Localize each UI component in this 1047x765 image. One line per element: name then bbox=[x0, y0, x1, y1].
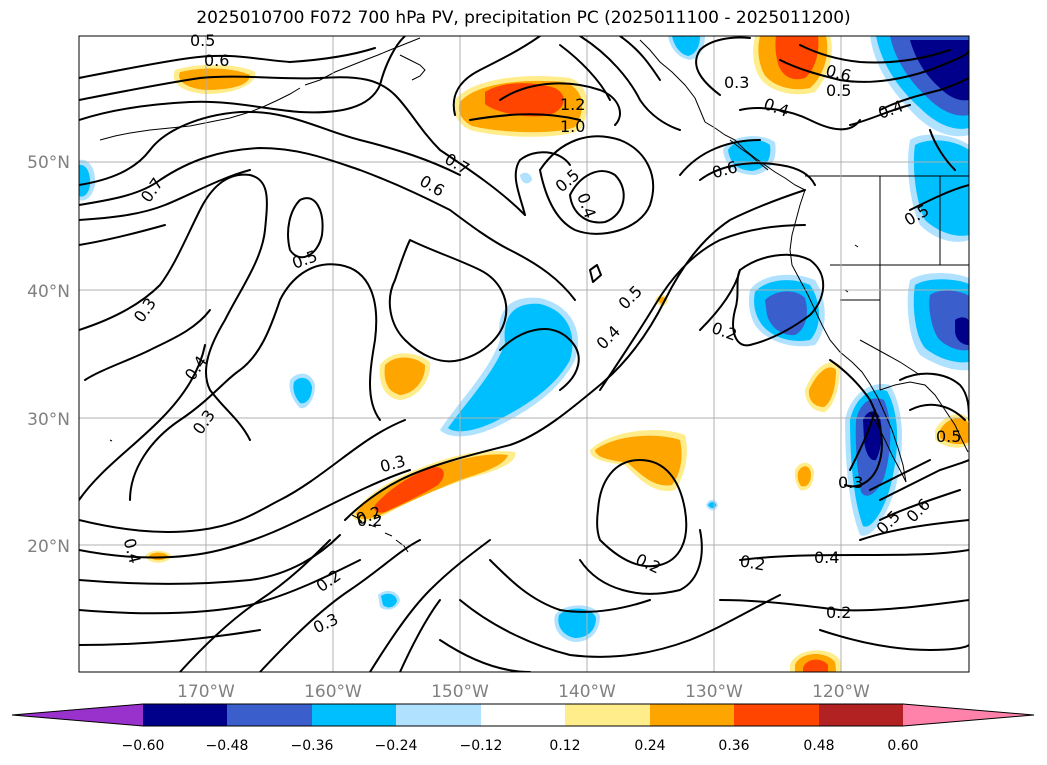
map-title: 2025010700 F072 700 hPa PV, precipitatio… bbox=[196, 8, 851, 28]
precip-anomaly-area bbox=[179, 68, 250, 90]
precip-anomaly-area bbox=[485, 83, 564, 117]
colorbar-segment bbox=[819, 704, 903, 726]
colorbar-tick-label: −0.24 bbox=[375, 738, 418, 754]
precip-anomaly-area bbox=[803, 659, 828, 672]
contour-label: 0.5 bbox=[190, 31, 215, 50]
precip-shading bbox=[79, 36, 969, 672]
colorbar-tick-label: 0.24 bbox=[634, 738, 665, 754]
lat-label: 20°N bbox=[27, 537, 70, 557]
colorbar-segment bbox=[227, 704, 312, 726]
graticule bbox=[79, 36, 969, 672]
contour-label: 0.3 bbox=[310, 609, 341, 637]
precip-anomaly-area bbox=[672, 36, 700, 56]
colorbar-segment bbox=[481, 704, 565, 726]
colorbar-tick-label: −0.12 bbox=[460, 738, 503, 754]
colorbar-segment bbox=[143, 704, 227, 726]
lon-label: 130°W bbox=[685, 682, 743, 702]
precip-anomaly-area bbox=[808, 367, 836, 407]
precip-anomaly-area bbox=[79, 164, 91, 197]
lon-label: 150°W bbox=[431, 682, 489, 702]
contour-label: 0.2 bbox=[826, 603, 851, 622]
colorbar-tick-labels: −0.60 −0.48 −0.36 −0.24 −0.12 0.12 0.24 … bbox=[122, 738, 919, 754]
contour-label: 0.3 bbox=[838, 473, 863, 492]
lat-label: 40°N bbox=[27, 282, 70, 302]
lat-label: 30°N bbox=[27, 410, 70, 430]
precip-anomaly-area bbox=[384, 357, 426, 395]
colorbar-tick-label: −0.36 bbox=[291, 738, 334, 754]
contour-label: 0.5 bbox=[936, 427, 961, 446]
colorbar-segment bbox=[312, 704, 396, 726]
colorbar-extend-low bbox=[12, 704, 143, 726]
contour-label: 0.4 bbox=[593, 322, 624, 353]
contour-label: 0.4 bbox=[814, 548, 839, 567]
colorbar-tick-label: 0.36 bbox=[718, 738, 749, 754]
latitude-labels: 50°N 40°N 30°N 20°N bbox=[27, 153, 70, 557]
contour-label: 0.2 bbox=[633, 550, 664, 578]
colorbar-segment bbox=[396, 704, 481, 726]
precip-anomaly-area bbox=[520, 172, 532, 184]
lon-label: 170°W bbox=[177, 682, 235, 702]
longitude-labels: 170°W 160°W 150°W 140°W 130°W 120°W bbox=[177, 682, 870, 702]
precip-anomaly-area bbox=[955, 317, 969, 345]
precip-anomaly-area bbox=[381, 593, 397, 608]
precip-anomaly-area bbox=[913, 140, 969, 236]
lat-label: 50°N bbox=[27, 153, 70, 173]
contour-label: 0.6 bbox=[903, 495, 934, 526]
colorbar-outline bbox=[11, 703, 1035, 727]
contour-label: 0.5 bbox=[826, 81, 851, 100]
precip-anomaly-area bbox=[448, 303, 573, 432]
colorbar-tick-label: 0.48 bbox=[803, 738, 834, 754]
contour-label: 0.2 bbox=[357, 511, 382, 530]
contour-label: 1.2 bbox=[560, 95, 585, 114]
colorbar-segment bbox=[565, 704, 650, 726]
precip-anomaly-area bbox=[374, 467, 444, 513]
colorbar-tick-label: −0.60 bbox=[122, 738, 165, 754]
contour-labels: 0.5 0.6 0.7 1.2 1.0 0.7 0.6 0.5 0.4 0.5 … bbox=[120, 31, 962, 637]
contour-label: 0.4 bbox=[761, 94, 791, 121]
coastlines bbox=[99, 37, 969, 553]
colorbar-tick-label: −0.48 bbox=[206, 738, 249, 754]
colorbar-segment bbox=[650, 704, 734, 726]
contour-label: 0.6 bbox=[204, 51, 229, 70]
contour-label: 0.3 bbox=[724, 73, 749, 92]
contour-label: 0.4 bbox=[120, 536, 145, 566]
map-frame bbox=[78, 35, 970, 673]
colorbar-segment bbox=[734, 704, 819, 726]
contour-label: 0.5 bbox=[615, 282, 646, 313]
lon-label: 140°W bbox=[558, 682, 616, 702]
colorbar-extend-high bbox=[903, 704, 1034, 726]
pv-contours bbox=[79, 36, 969, 672]
colorbar-tick-label: 0.12 bbox=[549, 738, 580, 754]
contour-label: 0.2 bbox=[738, 551, 766, 574]
precip-anomaly-area bbox=[940, 418, 969, 445]
precip-anomaly-area bbox=[775, 36, 819, 80]
contour-label: 0.4 bbox=[573, 190, 600, 220]
colorbar bbox=[11, 703, 1035, 727]
lon-label: 160°W bbox=[304, 682, 362, 702]
colorbar-tick-label: 0.60 bbox=[887, 738, 918, 754]
precip-anomaly-area bbox=[797, 466, 811, 487]
precip-anomaly-area bbox=[293, 377, 312, 404]
lon-label: 120°W bbox=[812, 682, 870, 702]
contour-label: 0.5 bbox=[552, 165, 584, 196]
contour-label: 1.0 bbox=[560, 117, 585, 136]
contour-label: 0.3 bbox=[130, 294, 160, 326]
